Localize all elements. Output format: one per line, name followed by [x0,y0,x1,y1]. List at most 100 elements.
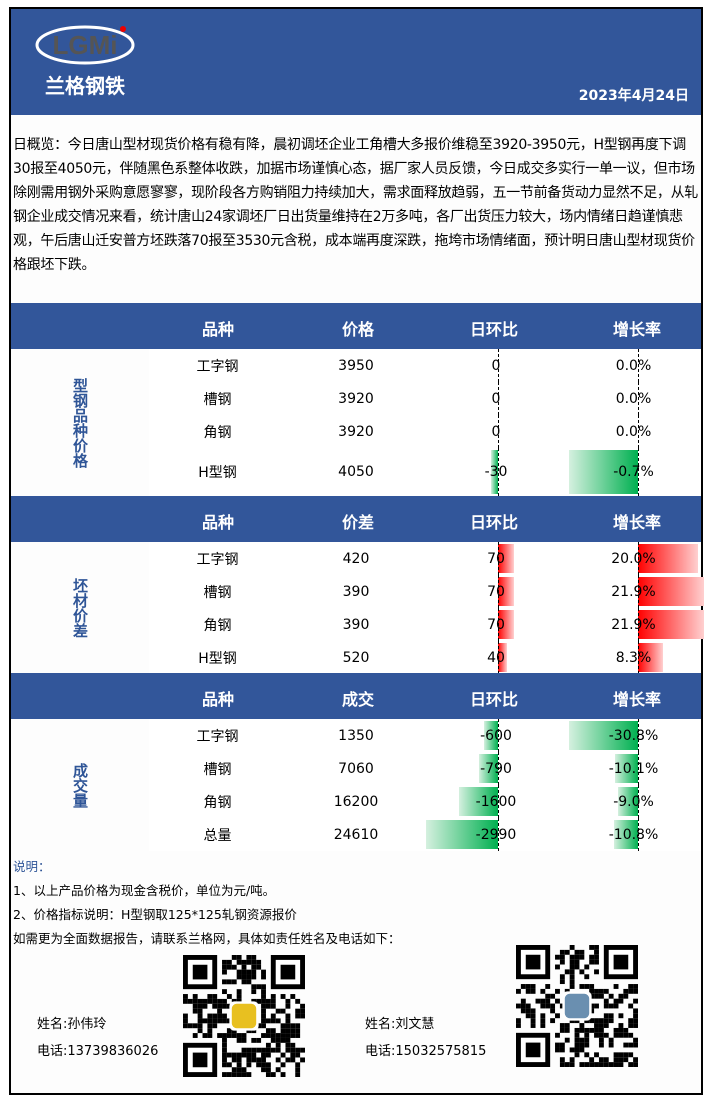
product-name: 角钢 [203,794,232,811]
contact-phone: 电话:15032575815 [365,1044,487,1059]
rate-bar [617,787,638,816]
rate-bar [569,721,638,750]
section-label: 型钢品种价格 [71,377,89,468]
contact-2: 姓名:刘文慧 电话:15032575815 [365,1011,486,1065]
daily-change: -30 [426,448,566,496]
growth-rate-value: -30.8% [608,727,659,744]
growth-rate-value: 21.9% [611,583,656,600]
product-name: 工字钢 [196,358,239,375]
daily-change: 70 [426,608,566,641]
notes-title: 说明： [13,859,51,874]
column-header: 日环比 [469,690,519,709]
table-row: 槽钢 3920 0 0.0% [149,382,701,415]
value: 24610 [333,826,379,843]
product-name: 工字钢 [196,551,239,568]
daily-change-value: 0 [491,423,501,440]
product-name: H型钢 [198,465,237,481]
section-header: 品种 价差 日环比 增长率 [11,496,701,542]
daily-change-value: 40 [487,649,505,666]
column-header: 成交 [341,690,375,709]
value: 390 [342,616,370,633]
growth-rate-value: 20.0% [611,550,656,567]
product-name: 角钢 [203,617,232,634]
report-frame: LGMi 兰格钢铁 2023年4月24日 日概览：今日唐山型材现货价格有稳有降，… [9,7,704,1095]
column-header: 日环比 [469,320,519,339]
growth-rate-value: 0.0% [615,390,652,407]
daily-change: 70 [426,542,566,575]
table-row: 槽钢 7060 -790 -10.1% [149,752,701,785]
section-header: 品种 成交 日环比 增长率 [11,673,701,719]
value: 3920 [338,423,374,440]
growth-rate: -0.7% [566,448,701,496]
table-row: 角钢 390 70 21.9% [149,608,704,641]
section-label: 成交量 [71,762,89,808]
daily-change: -1600 [426,785,566,818]
growth-rate: -30.8% [566,719,701,752]
note-1: 1、以上产品价格为现金含税价，单位为元/吨。 [13,883,276,898]
column-header: 价差 [341,513,375,532]
daily-change-value: -600 [480,727,512,744]
qr-code-icon [183,955,305,1077]
change-bar [498,643,508,672]
daily-change: 0 [426,382,566,415]
qr-code-icon [516,945,638,1067]
section-label: 坯材价差 [71,578,89,638]
column-header: 增长率 [612,690,662,709]
daily-change: 0 [426,349,566,382]
growth-rate: 21.9% [566,575,704,608]
growth-rate-value: -10.8% [608,826,659,843]
daily-summary: 日概览：今日唐山型材现货价格有稳有降，晨初调坯企业工角槽大多报价维稳至3920-… [13,137,698,273]
daily-change-value: 0 [491,357,501,374]
contact-name: 姓名:刘文慧 [365,1017,435,1032]
column-header: 品种 [201,320,235,339]
value: 3950 [338,357,374,374]
svg-text:兰格钢铁: 兰格钢铁 [45,74,125,98]
note-contact: 如需更为全面数据报告，请联系兰格网，具体如责任姓名及电话如下： [13,931,401,946]
column-header: 价格 [341,320,375,339]
daily-change: 0 [426,415,566,448]
table-row: H型钢 4050 -30 -0.7% [149,448,701,496]
rate-bar [638,643,663,672]
change-bar [498,577,514,606]
growth-rate: 0.0% [566,382,701,415]
change-bar [478,754,498,783]
daily-change-value: 0 [491,390,501,407]
rate-bar [615,754,638,783]
growth-rate-value: 0.0% [615,357,652,374]
rate-bar [613,820,638,849]
daily-change-value: -790 [480,760,512,777]
product-name: 槽钢 [203,391,232,408]
svg-text:LGMi: LGMi [53,30,118,60]
table-row: 工字钢 1350 -600 -30.8% [149,719,701,752]
value: 16200 [333,793,379,810]
daily-change: -2990 [426,818,566,851]
product-name: 角钢 [203,424,232,441]
daily-change-value: -30 [484,464,508,480]
rate-bar [638,610,704,639]
contact-phone: 电话:13739836026 [37,1044,159,1059]
growth-rate-value: -9.0% [613,793,654,810]
column-header: 增长率 [612,320,662,339]
value: 7060 [338,760,374,777]
column-header: 品种 [201,513,235,532]
growth-rate: -10.8% [566,818,701,851]
daily-change: 40 [426,641,566,674]
value: 390 [342,583,370,600]
section-header: 品种 价格 日环比 增长率 [11,303,701,349]
change-bar [498,610,514,639]
growth-rate: 0.0% [566,349,701,382]
header: LGMi 兰格钢铁 2023年4月24日 [11,9,701,115]
table-row: 角钢 3920 0 0.0% [149,415,701,448]
product-name: 工字钢 [196,728,239,745]
growth-rate: 8.3% [566,641,701,674]
value: 420 [342,550,370,567]
change-bar [483,721,498,750]
table-row: 槽钢 390 70 21.9% [149,575,704,608]
change-bar [491,450,498,494]
table-row: 总量 24610 -2990 -10.8% [149,818,701,851]
note-2: 2、价格指标说明：H型钢取125*125轧钢资源报价 [13,907,297,922]
daily-change: -790 [426,752,566,785]
change-bar [426,820,498,849]
daily-change: -600 [426,719,566,752]
table-row: 工字钢 3950 0 0.0% [149,349,701,382]
